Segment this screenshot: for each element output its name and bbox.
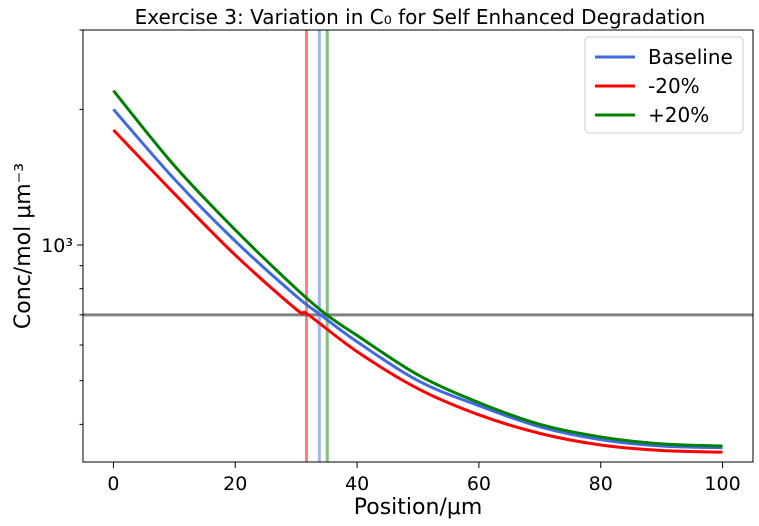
x-tick-label: 80 [589, 473, 613, 495]
chart-title: Exercise 3: Variation in C₀ for Self Enh… [135, 5, 706, 29]
x-tick-label: 100 [704, 473, 740, 495]
x-tick-label: 40 [345, 473, 369, 495]
legend-box [584, 36, 744, 134]
series-line-20 [112, 89, 723, 448]
x-tick-label: 60 [467, 473, 491, 495]
x-axis-label: Position/μm [354, 495, 483, 520]
series-line-baseline [112, 108, 723, 450]
series-line-20 [112, 128, 723, 454]
legend-label: +20% [648, 103, 709, 127]
reference-lines [83, 30, 753, 462]
y-axis: 10³ [41, 29, 83, 425]
x-axis: 0 20 40 60 80 100 [107, 462, 741, 495]
y-axis-label: Conc/mol μm⁻³ [11, 163, 36, 329]
legend: Baseline -20% +20% [584, 36, 744, 134]
x-tick-label: 0 [107, 473, 119, 495]
x-tick-label: 20 [223, 473, 247, 495]
series-lines [112, 89, 723, 454]
y-tick-label: 10³ [41, 235, 73, 257]
plot-frame [82, 29, 754, 463]
plot-area [82, 29, 754, 463]
legend-label: -20% [648, 74, 700, 98]
legend-label: Baseline [648, 45, 733, 69]
